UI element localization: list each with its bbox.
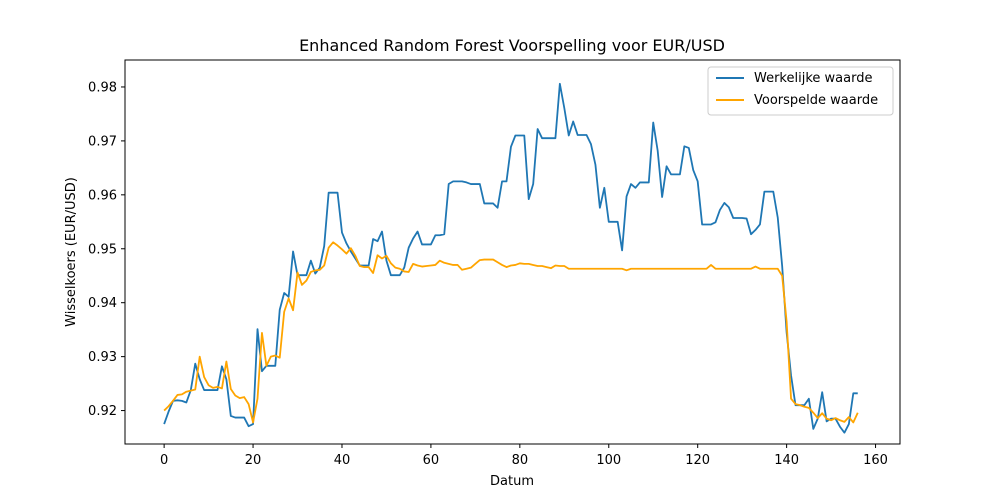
x-tick-label: 120 [685,453,710,468]
legend-box [707,66,894,116]
axes-frame [124,59,901,445]
series-layer [163,82,859,434]
y-axis-ticks: 0.92 0.93 0.94 0.95 0.96 0.97 0.98 [88,80,125,419]
y-tick-label: 0.92 [88,404,117,419]
plot-area [124,59,901,445]
x-axis-label: Datum [490,474,534,489]
x-axis-ticks: 0 20 40 60 80 100 120 140 160 [160,444,888,468]
legend-label-actual: Werkelijke waarde [754,71,872,86]
y-tick-label: 0.98 [88,80,117,95]
series-line-predicted [163,241,859,424]
x-tick-label: 40 [334,453,351,468]
x-tick-label: 140 [774,453,799,468]
y-tick-label: 0.96 [88,188,117,203]
y-tick-label: 0.93 [88,350,117,365]
x-tick-label: 160 [863,453,888,468]
x-tick-label: 60 [423,453,440,468]
x-tick-label: 100 [596,453,621,468]
series-line-actual [163,82,858,434]
legend-label-predicted: Voorspelde waarde [754,93,878,108]
x-tick-label: 80 [512,453,529,468]
x-tick-label: 0 [160,453,168,468]
chart-title: Enhanced Random Forest Voorspelling voor… [299,36,725,55]
y-axis-label: Wisselkoers (EUR/USD) [64,177,79,327]
y-tick-label: 0.95 [88,242,117,257]
x-tick-label: 20 [245,453,262,468]
y-tick-label: 0.94 [88,296,117,311]
y-tick-label: 0.97 [88,134,117,149]
legend: Werkelijke waarde Voorspelde waarde [707,66,894,116]
